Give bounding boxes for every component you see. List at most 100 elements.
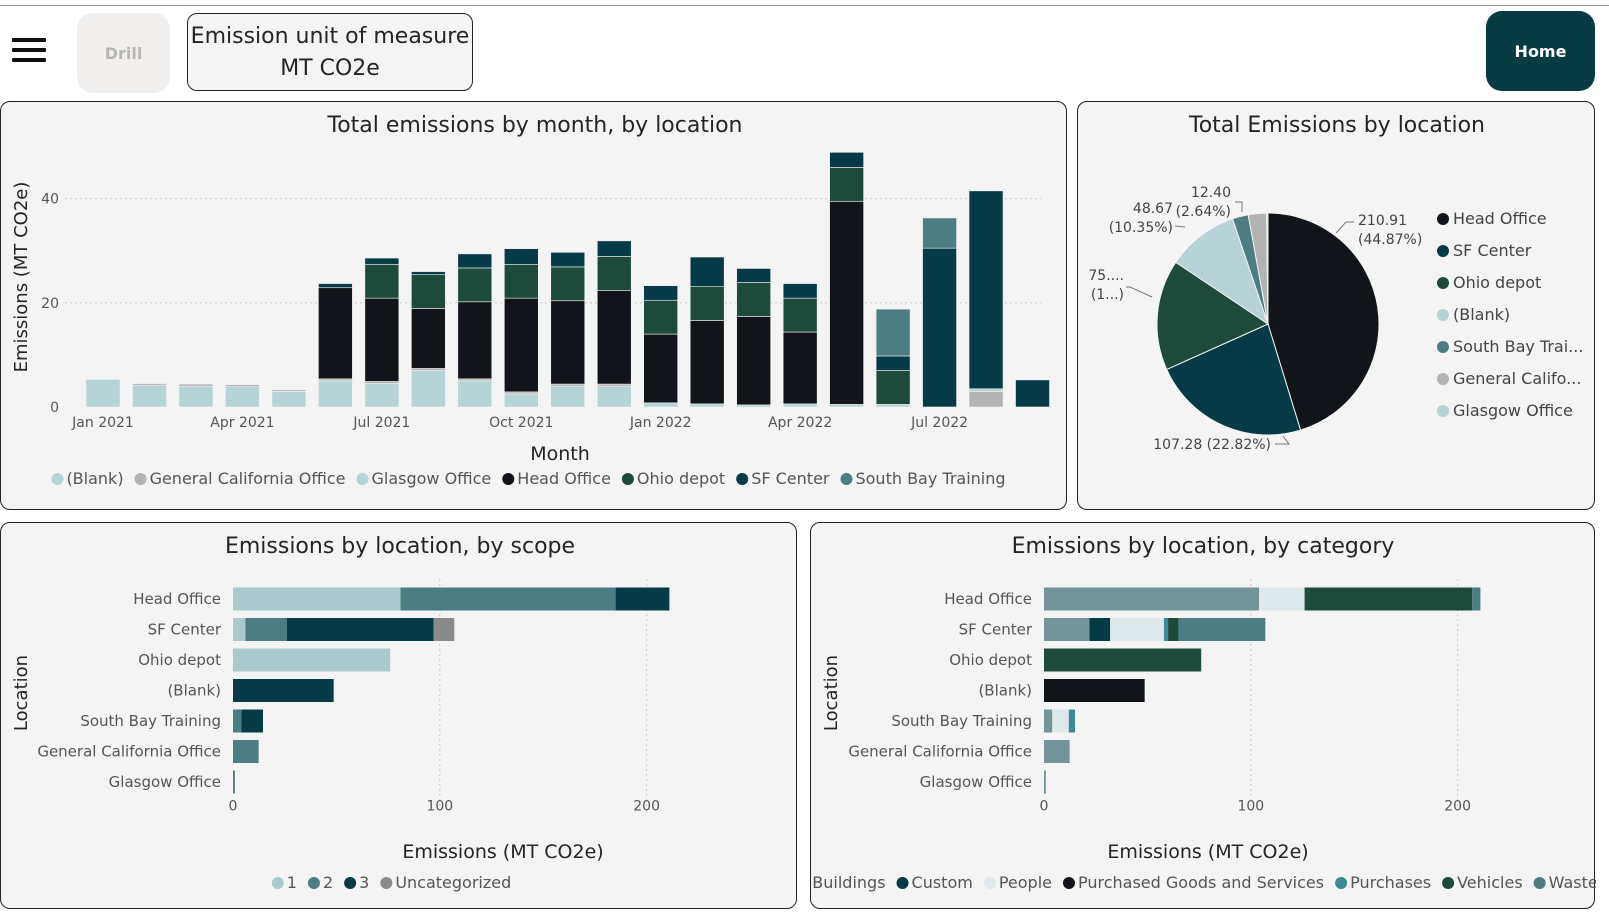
bar-segment[interactable] bbox=[1052, 709, 1069, 733]
bar-segment[interactable] bbox=[286, 618, 434, 641]
bar-segment[interactable] bbox=[233, 648, 391, 672]
bar-segment[interactable] bbox=[922, 247, 957, 408]
bar-segment[interactable] bbox=[271, 389, 307, 392]
bar-segment[interactable] bbox=[736, 404, 771, 408]
bar-segment[interactable] bbox=[875, 355, 911, 371]
bar-segment[interactable] bbox=[457, 253, 493, 269]
bar-segment[interactable] bbox=[1068, 709, 1076, 733]
bar-segment[interactable] bbox=[433, 618, 455, 641]
bar-segment[interactable] bbox=[829, 152, 864, 168]
bar-segment[interactable] bbox=[550, 300, 586, 385]
bar-segment[interactable] bbox=[1472, 587, 1481, 611]
bar-segment[interactable] bbox=[411, 368, 446, 371]
bar-segment[interactable] bbox=[1163, 618, 1169, 641]
bar-segment[interactable] bbox=[233, 740, 259, 763]
bar-segment[interactable] bbox=[643, 402, 679, 408]
bar-segment[interactable] bbox=[318, 283, 353, 289]
bar-segment[interactable] bbox=[550, 385, 586, 408]
bar-segment[interactable] bbox=[503, 391, 539, 395]
bar-segment[interactable] bbox=[364, 263, 400, 299]
legend-marker[interactable] bbox=[1442, 877, 1455, 889]
bar-segment[interactable] bbox=[241, 709, 263, 733]
bar-segment[interactable] bbox=[615, 587, 670, 611]
bar-segment[interactable] bbox=[1178, 618, 1266, 641]
bar-segment[interactable] bbox=[233, 587, 401, 611]
bar-segment[interactable] bbox=[1044, 679, 1145, 702]
bar-segment[interactable] bbox=[225, 386, 260, 408]
bar-segment[interactable] bbox=[875, 308, 911, 357]
bar-segment[interactable] bbox=[875, 404, 911, 408]
bar-segment[interactable] bbox=[782, 331, 818, 405]
bar-segment[interactable] bbox=[922, 217, 957, 249]
bar-segment[interactable] bbox=[503, 297, 539, 393]
bar-segment[interactable] bbox=[736, 282, 771, 317]
bar-segment[interactable] bbox=[1044, 648, 1202, 672]
bar-segment[interactable] bbox=[689, 286, 725, 321]
legend-marker[interactable] bbox=[736, 473, 749, 485]
legend-marker[interactable] bbox=[356, 473, 369, 485]
bar-segment[interactable] bbox=[411, 271, 446, 276]
legend-marker[interactable] bbox=[134, 473, 147, 485]
pie-legend-marker[interactable] bbox=[1437, 373, 1449, 385]
pie-chart-panel[interactable]: Total Emissions by location 210.91 (44.8… bbox=[1077, 101, 1595, 510]
bar-segment[interactable] bbox=[318, 287, 353, 380]
legend-marker[interactable] bbox=[271, 877, 284, 889]
bar-segment[interactable] bbox=[689, 256, 725, 287]
bar-segment[interactable] bbox=[643, 299, 679, 335]
bar-segment[interactable] bbox=[233, 679, 334, 702]
pie-legend-marker[interactable] bbox=[1437, 341, 1449, 353]
bar-segment[interactable] bbox=[596, 290, 632, 385]
category-chart-panel[interactable]: Emissions by location, by category Locat… bbox=[810, 522, 1596, 909]
legend-marker[interactable] bbox=[502, 473, 515, 485]
bar-segment[interactable] bbox=[1044, 618, 1090, 641]
bar-segment[interactable] bbox=[457, 378, 493, 382]
bar-segment[interactable] bbox=[782, 403, 818, 408]
bar-segment[interactable] bbox=[457, 301, 493, 380]
bar-segment[interactable] bbox=[132, 384, 167, 408]
pie-slice[interactable] bbox=[1267, 212, 1380, 431]
bar-segment[interactable] bbox=[411, 274, 446, 309]
bar-segment[interactable] bbox=[132, 383, 167, 386]
bar-segment[interactable] bbox=[829, 404, 864, 408]
legend-marker[interactable] bbox=[1062, 877, 1075, 889]
bar-segment[interactable] bbox=[503, 393, 539, 408]
bar-segment[interactable] bbox=[596, 240, 632, 257]
bar-segment[interactable] bbox=[318, 378, 353, 382]
bar-segment[interactable] bbox=[85, 379, 121, 408]
pie-slice[interactable] bbox=[1266, 212, 1269, 325]
bar-segment[interactable] bbox=[457, 380, 493, 408]
bar-segment[interactable] bbox=[364, 381, 400, 384]
pie-legend-marker[interactable] bbox=[1437, 405, 1449, 417]
bar-segment[interactable] bbox=[1044, 709, 1053, 733]
bar-segment[interactable] bbox=[1044, 770, 1046, 794]
legend-marker[interactable] bbox=[983, 877, 996, 889]
bar-segment[interactable] bbox=[829, 167, 864, 202]
bar-segment[interactable] bbox=[736, 316, 771, 406]
bar-segment[interactable] bbox=[643, 285, 679, 301]
bar-segment[interactable] bbox=[503, 248, 539, 265]
pie-slice[interactable] bbox=[1166, 323, 1302, 436]
bar-segment[interactable] bbox=[233, 709, 242, 733]
bar-segment[interactable] bbox=[411, 370, 446, 408]
home-button[interactable]: Home bbox=[1486, 11, 1595, 91]
legend-marker[interactable] bbox=[380, 877, 393, 889]
bar-segment[interactable] bbox=[550, 266, 586, 302]
legend-marker[interactable] bbox=[51, 473, 64, 485]
bar-segment[interactable] bbox=[550, 252, 586, 268]
bar-segment[interactable] bbox=[968, 388, 1004, 392]
bar-segment[interactable] bbox=[875, 370, 911, 405]
menu-icon[interactable] bbox=[12, 38, 46, 64]
bar-segment[interactable] bbox=[782, 283, 818, 299]
legend-marker[interactable] bbox=[621, 473, 634, 485]
bar-segment[interactable] bbox=[596, 256, 632, 291]
bar-segment[interactable] bbox=[503, 263, 539, 299]
bar-segment[interactable] bbox=[1044, 740, 1070, 763]
bar-segment[interactable] bbox=[1259, 587, 1305, 611]
pie-legend-marker[interactable] bbox=[1437, 213, 1449, 225]
bar-segment[interactable] bbox=[550, 383, 586, 387]
bar-segment[interactable] bbox=[596, 385, 632, 408]
bar-segment[interactable] bbox=[245, 618, 287, 641]
bar-segment[interactable] bbox=[233, 618, 246, 641]
bar-segment[interactable] bbox=[271, 391, 307, 408]
bar-segment[interactable] bbox=[364, 257, 400, 265]
